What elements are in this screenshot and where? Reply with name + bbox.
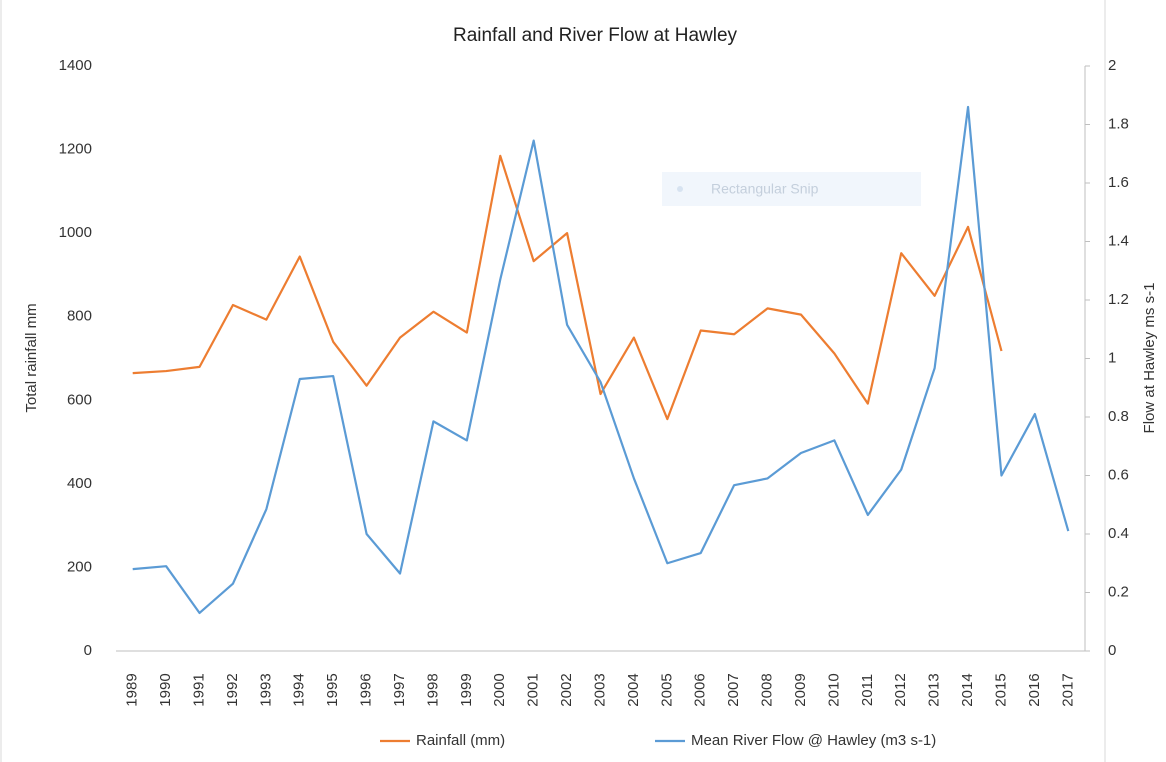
x-tick-label: 2006: [692, 673, 709, 706]
x-tick-label: 1993: [257, 673, 274, 706]
x-tick-label: 1996: [358, 673, 375, 706]
x-tick-label: 2002: [558, 673, 575, 706]
x-tick-label: 2004: [625, 673, 642, 706]
x-tick-label: 1999: [458, 673, 475, 706]
x-tick-label: 1990: [157, 673, 174, 706]
snip-overlay: [662, 172, 921, 206]
x-tick-label: 2008: [759, 673, 776, 706]
chart-title: Rainfall and River Flow at Hawley: [453, 25, 738, 46]
x-tick-label: 2009: [792, 673, 809, 706]
y2-tick-label: 1.2: [1108, 291, 1129, 308]
y2-tick-label: 0.4: [1108, 525, 1129, 542]
x-tick-label: 2007: [725, 673, 742, 706]
y2-tick-label: 1: [1108, 349, 1116, 366]
x-tick-label: 1997: [391, 673, 408, 706]
y2-tick-label: 1.8: [1108, 115, 1129, 132]
x-tick-label: 1991: [191, 673, 208, 706]
y-tick-label: 1400: [59, 57, 92, 74]
y2-tick-label: 1.4: [1108, 232, 1129, 249]
y-tick-label: 600: [67, 391, 92, 408]
y2-tick-label: 0.2: [1108, 583, 1129, 600]
y-tick-label: 1000: [59, 224, 92, 241]
x-tick-label: 2010: [825, 673, 842, 706]
x-tick-label: 1995: [324, 673, 341, 706]
y2-tick-label: 0: [1108, 642, 1116, 659]
x-tick-label: 2015: [992, 673, 1009, 706]
x-tick-label: 2001: [525, 673, 542, 706]
y-tick-label: 0: [84, 642, 92, 659]
y-tick-label: 200: [67, 558, 92, 575]
x-tick-label: 1989: [124, 673, 141, 706]
snip-icon: [677, 186, 683, 192]
x-tick-label: 2011: [859, 674, 876, 706]
y2-tick-label: 0.8: [1108, 408, 1129, 425]
y-tick-label: 800: [67, 308, 92, 325]
y2-axis-label: Flow at Hawley ms s-1: [1141, 283, 1158, 434]
series-line: [132, 105, 1070, 615]
x-tick-label: 2000: [491, 673, 508, 706]
y2-tick-label: 1.6: [1108, 174, 1129, 191]
x-tick-label: 1992: [224, 673, 241, 706]
x-tick-label: 2005: [658, 673, 675, 706]
y-axis-label: Total rainfall mm: [23, 303, 40, 412]
x-tick-label: 2003: [591, 673, 608, 706]
x-tick-label: 1994: [291, 673, 308, 706]
x-tick-label: 2013: [926, 673, 943, 706]
snip-text: Rectangular Snip: [711, 181, 819, 197]
x-tick-label: 2014: [959, 673, 976, 706]
legend-label: Rainfall (mm): [416, 732, 505, 749]
x-tick-label: 1998: [424, 673, 441, 706]
y2-tick-label: 0.6: [1108, 466, 1129, 483]
x-tick-label: 2017: [1059, 673, 1076, 706]
legend-label: Mean River Flow @ Hawley (m3 s-1): [691, 732, 936, 749]
x-tick-label: 2012: [892, 673, 909, 706]
series-line: [132, 154, 1003, 421]
y-tick-label: 400: [67, 475, 92, 492]
x-tick-label: 2016: [1026, 673, 1043, 706]
y-tick-label: 1200: [59, 141, 92, 158]
y2-tick-label: 2: [1108, 57, 1116, 74]
